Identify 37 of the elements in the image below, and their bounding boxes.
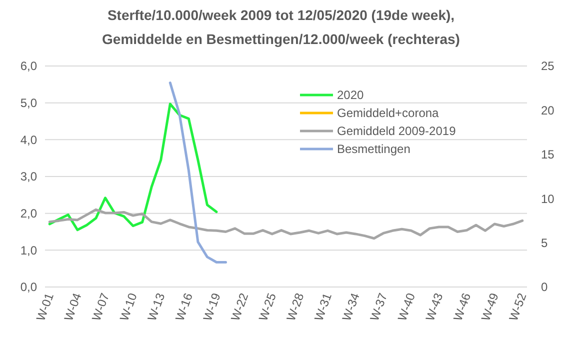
x-tick-label: W-10 bbox=[116, 290, 140, 323]
y2-tick-label: 25 bbox=[541, 59, 555, 74]
y-tick-label: 1,0 bbox=[20, 243, 38, 258]
x-tick-label: W-04 bbox=[61, 290, 84, 323]
chart-title: Sterfte/10.000/week 2009 tot 12/05/2020 (19de week), Gemiddelde en Besmettingen/12.000/week (rechteras) bbox=[102, 7, 460, 47]
x-tick-label: W-16 bbox=[172, 290, 196, 323]
x-tick-label: W-28 bbox=[284, 290, 307, 323]
x-tick-label: W-22 bbox=[228, 290, 252, 323]
x-tick-label: W-52 bbox=[506, 290, 530, 323]
x-tick-label: W-13 bbox=[144, 290, 168, 323]
x-tick-label: W-31 bbox=[312, 290, 335, 323]
y2-tick-label: 15 bbox=[541, 148, 555, 162]
y-tick-label: 6,0 bbox=[20, 59, 38, 74]
x-tick-label: W-25 bbox=[256, 290, 280, 323]
line-series bbox=[48, 208, 524, 240]
x-tick-label: W-43 bbox=[422, 290, 446, 323]
y-tick-label: 4,0 bbox=[20, 132, 38, 147]
y2-tick-label: 20 bbox=[541, 103, 555, 118]
legend-label: Gemiddeld 2009-2019 bbox=[337, 124, 456, 138]
x-tick-label: W-19 bbox=[200, 290, 224, 323]
x-tick-label: W-07 bbox=[89, 290, 112, 323]
x-tick-label: W-34 bbox=[339, 290, 362, 323]
legend-label: Gemiddeld+corona bbox=[337, 106, 440, 120]
y-tick-label: 5,0 bbox=[20, 96, 38, 110]
y-tick-label: 3,0 bbox=[20, 170, 38, 184]
x-tick-label: W-46 bbox=[450, 290, 474, 323]
x-tick-label: W-37 bbox=[367, 290, 390, 323]
line-series bbox=[168, 82, 227, 264]
y-tick-label: 2,0 bbox=[20, 206, 38, 221]
x-tick-label: W-40 bbox=[395, 290, 418, 323]
legend-label: 2020 bbox=[337, 88, 364, 102]
legend-label: Besmettingen bbox=[337, 142, 410, 156]
y2-tick-label: 0 bbox=[541, 280, 548, 294]
y2-tick-label: 5 bbox=[541, 236, 548, 250]
y2-tick-label: 10 bbox=[541, 192, 555, 206]
line-series bbox=[48, 102, 218, 232]
x-tick-label: W-49 bbox=[478, 290, 502, 323]
